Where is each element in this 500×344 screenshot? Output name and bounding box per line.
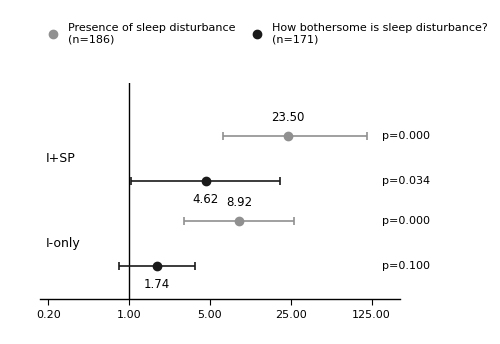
Text: 4.62: 4.62 (193, 193, 219, 206)
Text: I-only: I-only (46, 237, 80, 250)
Text: p=0.000: p=0.000 (382, 131, 430, 141)
Text: p=0.034: p=0.034 (382, 176, 430, 186)
Text: p=0.100: p=0.100 (382, 261, 430, 271)
Legend: Presence of sleep disturbance
(n=186), How bothersome is sleep disturbance?
(n=1: Presence of sleep disturbance (n=186), H… (42, 23, 488, 45)
Text: 23.50: 23.50 (271, 111, 304, 124)
Text: I+SP: I+SP (46, 152, 76, 165)
Text: 1.74: 1.74 (144, 278, 170, 291)
Text: p=0.000: p=0.000 (382, 216, 430, 226)
Text: 8.92: 8.92 (226, 196, 252, 209)
